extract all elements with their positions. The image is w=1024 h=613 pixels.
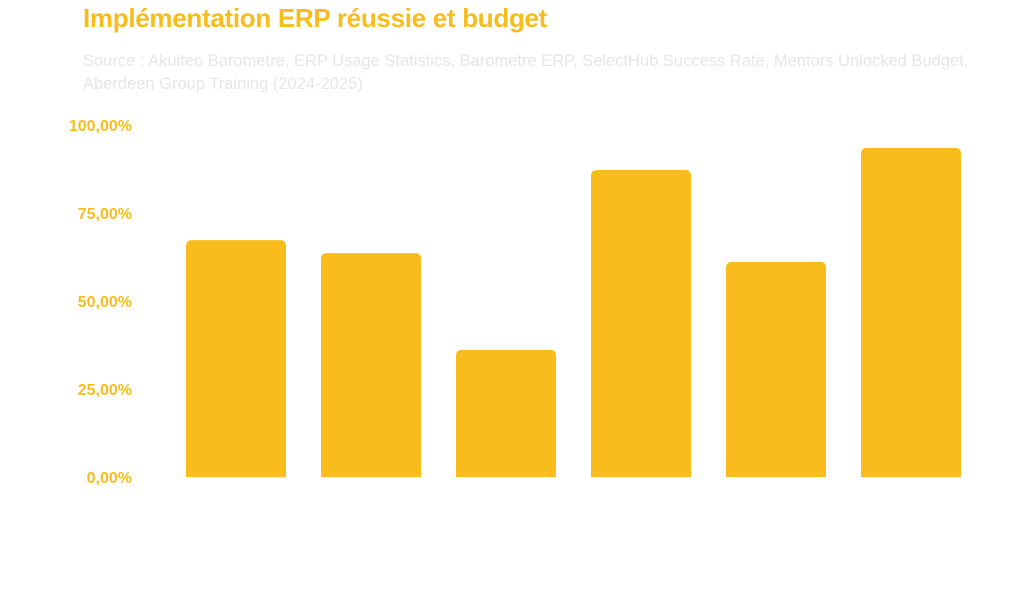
y-tick-label: 100,00% — [69, 118, 132, 135]
y-tick-label: 75,00% — [78, 206, 132, 223]
bar-6 — [861, 147, 961, 477]
y-tick-label: 25,00% — [78, 382, 132, 399]
y-tick-label: 0,00% — [87, 470, 132, 487]
bar-5 — [726, 261, 826, 477]
bar-1 — [186, 240, 286, 477]
bar-4 — [591, 170, 691, 477]
chart-subtitle: Source : Akuiteo Barometre, ERP Usage St… — [83, 52, 969, 93]
y-tick-label: 50,00% — [78, 294, 132, 311]
bar-3 — [456, 349, 556, 477]
bar-2 — [321, 253, 421, 477]
chart-title: Implémentation ERP réussie et budget — [83, 3, 548, 33]
